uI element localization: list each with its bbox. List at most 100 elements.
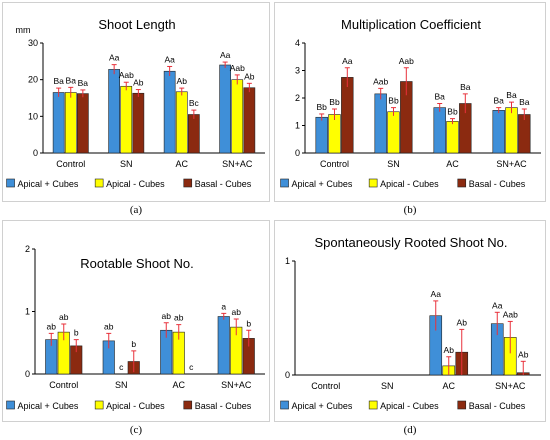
caption-c: (c) <box>129 424 143 436</box>
chart-c-significance-label: c <box>189 362 194 372</box>
chart-a-ylabel: mm <box>16 25 31 35</box>
chart-c-legend-label: Apical - Cubes <box>106 401 165 411</box>
chart-a-category-label: SN+AC <box>222 159 253 169</box>
chart-a-bar <box>243 87 256 154</box>
chart-c-legend-label: Apical + Cubes <box>18 401 79 411</box>
chart-b-svg: Multiplication Coefficient 0 1 2 3 4 Control Bb… <box>280 17 541 189</box>
caption-a: (a) <box>129 204 143 216</box>
chart-a-legend-label: Basal - Cubes <box>195 179 252 189</box>
chart-a-significance-label: Ba <box>78 78 89 88</box>
chart-a-title: Shoot Length <box>98 17 175 32</box>
chart-d-category-label: SN+AC <box>495 381 526 391</box>
chart-a-significance-label: Ab <box>244 71 255 81</box>
chart-a-bar <box>231 79 244 154</box>
chart-b-bar <box>387 111 400 154</box>
chart-d-legend-swatch <box>280 400 289 410</box>
chart-a-significance-label: Aab <box>119 70 134 80</box>
chart-a-legend-swatch <box>6 178 15 188</box>
chart-b-bar <box>328 114 341 154</box>
chart-panel-c: Rootable Shoot No. 0 1 2 Control ab ab b SN ab c b A… <box>2 220 270 422</box>
chart-b-bar <box>446 121 459 154</box>
chart-a-significance-label: Aab <box>230 63 245 73</box>
chart-b-bar <box>374 93 387 154</box>
chart-b-ytick-label: 4 <box>295 38 300 48</box>
chart-b-ytick-label: 2 <box>295 93 300 103</box>
chart-d-category-label: AC <box>442 381 455 391</box>
chart-c-category-label: SN+AC <box>221 380 252 390</box>
chart-b-legend-label: Apical + Cubes <box>292 179 353 189</box>
chart-c-significance-label: b <box>131 339 136 349</box>
chart-a-significance-label: Bc <box>189 98 200 108</box>
chart-c-category-label: SN <box>115 380 128 390</box>
chart-a-legend-swatch <box>183 178 193 188</box>
chart-c-significance-label: c <box>119 362 124 372</box>
chart-b-category-label: Control <box>320 159 349 169</box>
chart-c-category-label: AC <box>172 380 185 390</box>
chart-panel-a: Shoot Length mm 0 10 20 30 Control Ba Ba Ba SN Aa Aa… <box>2 2 270 202</box>
chart-d-significance-label: Aa <box>431 289 442 299</box>
chart-a-bar <box>64 92 77 154</box>
caption-d: (d) <box>403 424 417 436</box>
chart-a-legend-label: Apical - Cubes <box>106 179 165 189</box>
chart-a-ytick-label: 20 <box>28 75 38 85</box>
chart-a-significance-label: Aa <box>164 54 175 64</box>
chart-c-significance-label: ab <box>232 307 242 317</box>
chart-a-bar <box>163 70 176 154</box>
chart-b-legend-swatch <box>457 178 467 188</box>
chart-b-significance-label: Bb <box>316 102 327 112</box>
chart-b-legend-label: Basal - Cubes <box>469 179 526 189</box>
chart-d-legend-label: Apical + Cubes <box>292 401 353 411</box>
chart-b-significance-label: Ba <box>493 96 504 106</box>
chart-c-ytick-label: 2 <box>25 244 30 254</box>
chart-d-significance-label: Ab <box>518 349 529 359</box>
chart-c-legend-swatch <box>183 400 193 410</box>
chart-a-significance-label: Aa <box>220 50 231 60</box>
chart-b-bar <box>315 116 328 154</box>
chart-a-legend-swatch <box>94 178 104 188</box>
chart-a-bar <box>175 91 188 154</box>
chart-panel-d: Spontaneously Rooted Shoot No. 0 1 Control S… <box>274 220 546 422</box>
chart-a-bar <box>52 92 65 154</box>
chart-b-significance-label: Aab <box>399 56 414 66</box>
chart-b-legend-swatch <box>368 178 378 188</box>
chart-a-ytick-label: 30 <box>28 38 38 48</box>
caption-b: (b) <box>403 204 417 216</box>
chart-c-significance-label: ab <box>174 313 184 323</box>
chart-c-significance-label: ab <box>47 321 57 331</box>
chart-a-bar <box>219 64 232 154</box>
chart-b-legend-label: Apical - Cubes <box>380 179 439 189</box>
chart-d-ytick-label: 0 <box>285 370 290 380</box>
chart-b-legend-swatch <box>280 178 289 188</box>
chart-d-legend-label: Apical - Cubes <box>380 401 439 411</box>
chart-b-bar <box>341 77 354 154</box>
chart-b-category-label: SN+AC <box>496 159 527 169</box>
chart-c-significance-label: a <box>221 301 226 311</box>
chart-c-svg: Rootable Shoot No.012ControlababbSNabcbA… <box>6 244 265 411</box>
chart-a-category-label: SN <box>120 159 133 169</box>
chart-b-title: Multiplication Coefficient <box>341 17 481 32</box>
chart-c-category-label: Control <box>49 380 78 390</box>
chart-d-title: Spontaneously Rooted Shoot No. <box>315 235 508 250</box>
chart-a-bar <box>188 114 200 154</box>
chart-a-significance-label: Ba <box>53 76 64 86</box>
chart-b-ytick-label: 1 <box>295 121 300 131</box>
chart-b-significance-label: Ba <box>460 82 471 92</box>
chart-panel-b: Multiplication Coefficient 0 1 2 3 4 Control Bb… <box>274 2 546 202</box>
chart-c-significance-label: b <box>246 318 251 328</box>
chart-c-significance-label: ab <box>104 321 114 331</box>
chart-d-category-label: Control <box>311 381 340 391</box>
chart-b-bar <box>505 107 518 154</box>
chart-a-bar <box>77 93 89 154</box>
chart-d-legend-label: Basal - Cubes <box>469 401 526 411</box>
chart-b-significance-label: Bb <box>329 97 340 107</box>
chart-a-category-label: AC <box>175 159 188 169</box>
chart-b-bar <box>433 107 446 154</box>
chart-c-legend-label: Basal - Cubes <box>195 401 252 411</box>
chart-c-significance-label: b <box>74 328 79 338</box>
chart-b-significance-label: Ba <box>506 90 517 100</box>
chart-a-bar <box>132 92 145 154</box>
chart-d-significance-label: Aa <box>492 300 503 310</box>
chart-c-legend-swatch <box>94 400 104 410</box>
chart-b-ytick-label: 0 <box>295 148 300 158</box>
